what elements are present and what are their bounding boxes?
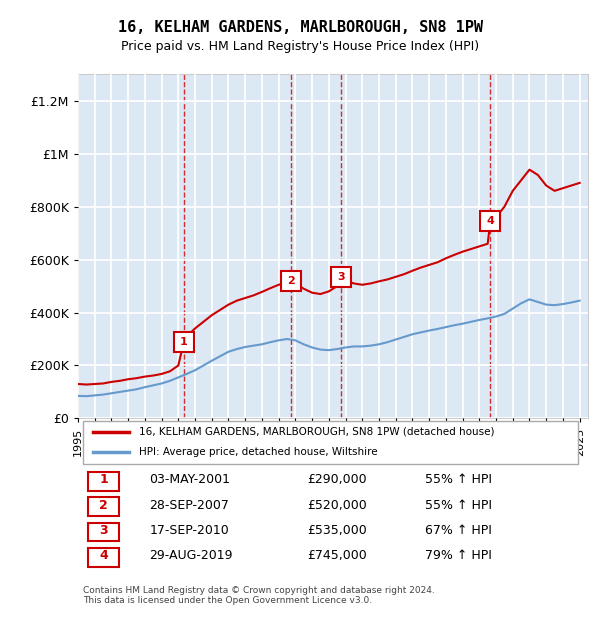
FancyBboxPatch shape: [88, 472, 119, 491]
Text: 1: 1: [180, 337, 188, 347]
Text: 55% ↑ HPI: 55% ↑ HPI: [425, 473, 492, 486]
FancyBboxPatch shape: [88, 497, 119, 516]
Text: Contains HM Land Registry data © Crown copyright and database right 2024.
This d: Contains HM Land Registry data © Crown c…: [83, 586, 435, 605]
Text: Price paid vs. HM Land Registry's House Price Index (HPI): Price paid vs. HM Land Registry's House …: [121, 40, 479, 53]
FancyBboxPatch shape: [83, 421, 578, 464]
FancyBboxPatch shape: [88, 523, 119, 541]
Text: HPI: Average price, detached house, Wiltshire: HPI: Average price, detached house, Wilt…: [139, 447, 378, 457]
FancyBboxPatch shape: [88, 548, 119, 567]
Text: £520,000: £520,000: [308, 498, 367, 511]
Text: 3: 3: [99, 524, 108, 537]
Text: 2: 2: [287, 276, 295, 286]
Text: 28-SEP-2007: 28-SEP-2007: [149, 498, 229, 511]
Text: 3: 3: [337, 272, 344, 282]
Text: 03-MAY-2001: 03-MAY-2001: [149, 473, 230, 486]
Text: 1: 1: [99, 473, 108, 486]
Text: 16, KELHAM GARDENS, MARLBOROUGH, SN8 1PW: 16, KELHAM GARDENS, MARLBOROUGH, SN8 1PW: [118, 20, 482, 35]
Text: 55% ↑ HPI: 55% ↑ HPI: [425, 498, 492, 511]
Text: 17-SEP-2010: 17-SEP-2010: [149, 524, 229, 537]
Text: 29-AUG-2019: 29-AUG-2019: [149, 549, 233, 562]
Text: 67% ↑ HPI: 67% ↑ HPI: [425, 524, 491, 537]
Text: 79% ↑ HPI: 79% ↑ HPI: [425, 549, 491, 562]
Text: £745,000: £745,000: [308, 549, 367, 562]
Text: 2: 2: [99, 498, 108, 511]
Text: £290,000: £290,000: [308, 473, 367, 486]
Text: 16, KELHAM GARDENS, MARLBOROUGH, SN8 1PW (detached house): 16, KELHAM GARDENS, MARLBOROUGH, SN8 1PW…: [139, 427, 494, 437]
Text: £535,000: £535,000: [308, 524, 367, 537]
Text: 4: 4: [99, 549, 108, 562]
Text: 4: 4: [487, 216, 494, 226]
